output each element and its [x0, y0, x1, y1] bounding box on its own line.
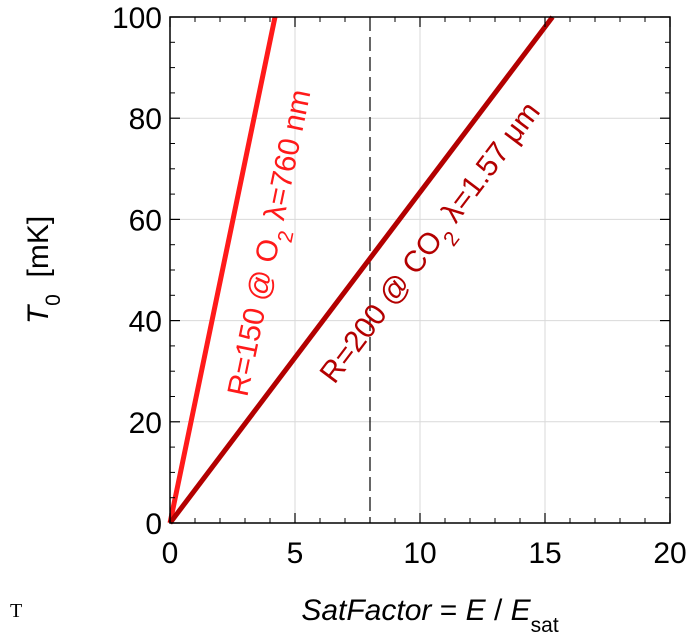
x-tick-label: 5 [287, 537, 304, 570]
series-label-co2: R=200 @ CO2 λ=1.57 μm [314, 96, 555, 395]
y-tick-label: 20 [129, 407, 162, 440]
x-tick-label: 15 [528, 537, 561, 570]
series-label-o2: R=150 @ O2 λ=760 nm [222, 87, 327, 401]
y-tick-label: 60 [129, 204, 162, 237]
y-tick-label: 100 [112, 2, 162, 35]
x-tick-label: 10 [403, 537, 436, 570]
ticks [169, 16, 671, 524]
tick-labels: 0 5 10 15 20 0 20 40 60 80 100 [112, 2, 686, 570]
series-line-0 [167, 16, 278, 524]
stray-text: T [10, 600, 23, 622]
series-line-1 [168, 15, 555, 525]
x-tick-label: 20 [653, 537, 686, 570]
y-tick-label: 0 [145, 508, 162, 541]
series-group [167, 15, 555, 525]
y-axis-title: T0 [mK] [22, 216, 65, 324]
x-axis-title: SatFactor = E / Esat [301, 594, 558, 637]
y-tick-label: 40 [129, 306, 162, 339]
x-tick-label: 0 [162, 537, 179, 570]
y-tick-label: 80 [129, 103, 162, 136]
